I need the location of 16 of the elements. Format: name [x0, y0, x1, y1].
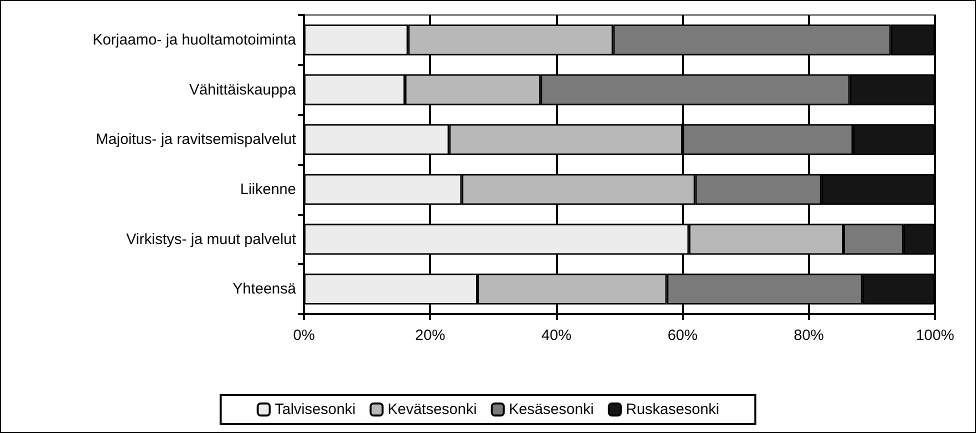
x-tick-label: 20%	[415, 327, 446, 344]
legend-label: Ruskasesonki	[626, 401, 720, 418]
x-tick-label: 40%	[541, 327, 572, 344]
x-tick-label: 80%	[794, 327, 824, 344]
x-tick-label: 100%	[916, 327, 954, 344]
legend-label: Talvisesonki	[274, 401, 356, 418]
y-tick-label: Vähittäiskauppa	[189, 81, 297, 98]
y-tick-label: Majoitus- ja ravitsemispalvelut	[96, 131, 297, 148]
legend-label: Kesäsesonki	[508, 401, 594, 418]
x-tick-label: 0%	[293, 327, 315, 344]
y-tick-label: Virkistys- ja muut palvelut	[126, 230, 297, 248]
y-tick-label: Liikenne	[240, 180, 296, 198]
x-tick-label: 60%	[668, 327, 698, 344]
y-tick-label: Yhteensä	[232, 280, 297, 298]
y-tick-label: Korjaamo- ja huoltamotoiminta	[92, 31, 297, 48]
legend-label: Kevätsesonki	[388, 401, 477, 418]
